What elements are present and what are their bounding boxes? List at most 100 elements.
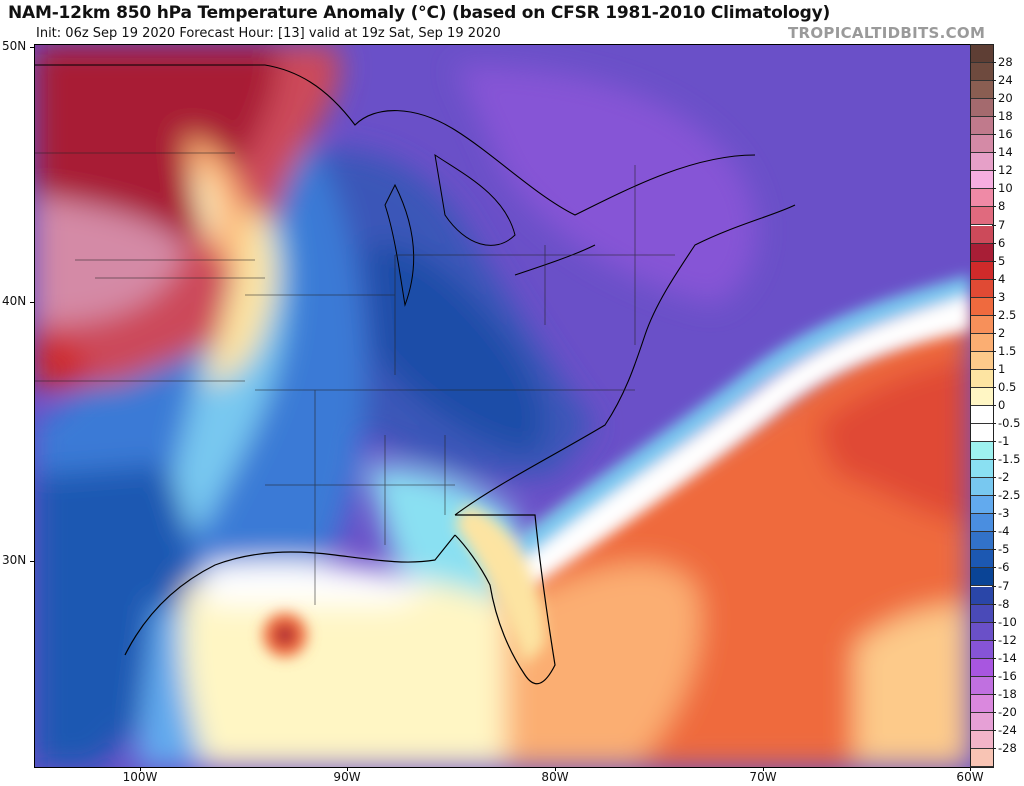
colorbar-bin [971, 333, 993, 352]
colorbar-bin [971, 730, 993, 749]
colorbar-bin [971, 261, 993, 280]
colorbar-bin [971, 279, 993, 298]
colorbar-label: 6 [998, 235, 1006, 250]
colorbar-label: -20 [998, 704, 1017, 719]
colorbar-label: -6 [998, 560, 1010, 575]
colorbar-tick [992, 98, 996, 100]
colorbar-label: 2.5 [998, 307, 1017, 322]
colorbar-label: 8 [998, 199, 1006, 214]
colorbar-label: 1 [998, 361, 1006, 376]
colorbar-label: -28 [998, 740, 1017, 755]
colorbar-bin [971, 387, 993, 406]
colorbar-bin [971, 604, 993, 623]
colorbar-label: 0 [998, 398, 1006, 412]
forecast-info: Init: 06z Sep 19 2020 Forecast Hour: [13… [36, 26, 501, 41]
colorbar-label: -14 [998, 650, 1017, 665]
colorbar-bin [971, 424, 993, 443]
colorbar-label: -24 [998, 722, 1017, 737]
lon-tick [763, 767, 764, 771]
colorbar-label: -12 [998, 632, 1017, 647]
colorbar-bin [971, 442, 993, 461]
colorbar-tick [992, 441, 996, 443]
colorbar-label: 20 [998, 91, 1013, 106]
colorbar-tick [992, 675, 996, 677]
colorbar-tick [992, 116, 996, 118]
colorbar-bin [971, 712, 993, 731]
colorbar-label: -8 [998, 596, 1010, 611]
colorbar-tick [992, 224, 996, 226]
lon-label-100w: 100W [122, 770, 158, 784]
colorbar-bin [971, 478, 993, 497]
colorbar-label: 28 [998, 55, 1013, 70]
colorbar-label: -2.5 [998, 488, 1021, 503]
colorbar-bin [971, 99, 993, 118]
colorbar-label: 2 [998, 325, 1006, 340]
lat-tick [30, 302, 35, 303]
colorbar-label: -7 [998, 578, 1010, 593]
colorbar-label: -1 [998, 434, 1010, 449]
colorbar-tick [992, 747, 996, 749]
colorbar-bin [971, 496, 993, 515]
colorbar-label: 1.5 [998, 343, 1017, 358]
colorbar-tick [992, 386, 996, 388]
colorbar-bin [971, 622, 993, 641]
colorbar-bin [971, 514, 993, 533]
colorbar-tick [992, 603, 996, 605]
lon-tick [140, 767, 141, 771]
colorbar-label: 10 [998, 181, 1013, 196]
colorbar-label: 14 [998, 145, 1013, 160]
colorbar-tick [992, 585, 996, 587]
colorbar-bin [971, 63, 993, 82]
colorbar-tick [992, 332, 996, 334]
colorbar-bin [971, 694, 993, 713]
colorbar-label: -18 [998, 686, 1017, 701]
colorbar-label: -16 [998, 668, 1017, 683]
lon-tick [970, 767, 971, 771]
colorbar-bin [971, 117, 993, 136]
colorbar-tick [992, 459, 996, 461]
colorbar-bin [971, 532, 993, 551]
colorbar-bin [971, 550, 993, 569]
colorbar-label: -10 [998, 614, 1017, 629]
colorbar-label: -2 [998, 470, 1010, 485]
colorbar-tick [992, 477, 996, 479]
colorbar-tick [992, 314, 996, 316]
colorbar-bin [971, 640, 993, 659]
colorbar-tick [992, 134, 996, 136]
colorbar-bin [971, 658, 993, 677]
colorbar-tick [992, 549, 996, 551]
colorbar-label: -3 [998, 506, 1010, 521]
lat-tick [30, 561, 35, 562]
colorbar-bin [971, 568, 993, 587]
colorbar-bin [971, 189, 993, 208]
colorbar-bin [971, 460, 993, 479]
colorbar-tick [992, 513, 996, 515]
colorbar-tick [992, 567, 996, 569]
colorbar-tick [992, 693, 996, 695]
anomaly-map [34, 44, 971, 768]
lat-label-30n: 30N [2, 553, 27, 567]
colorbar-bin [971, 207, 993, 226]
colorbar [970, 44, 994, 768]
colorbar-label: 18 [998, 109, 1013, 124]
colorbar-tick [992, 657, 996, 659]
colorbar-tick [992, 621, 996, 623]
colorbar-bin [971, 406, 993, 425]
colorbar-bin [971, 351, 993, 370]
colorbar-label: 16 [998, 127, 1013, 142]
lon-tick [347, 767, 348, 771]
chart-title: NAM-12km 850 hPa Temperature Anomaly (°C… [8, 3, 831, 23]
map-field [35, 45, 970, 767]
lon-label-60w: 60W [956, 770, 984, 784]
colorbar-tick [992, 80, 996, 82]
colorbar-bin [971, 748, 993, 767]
colorbar-label: -5 [998, 542, 1010, 557]
colorbar-tick [992, 296, 996, 298]
colorbar-label: 24 [998, 73, 1013, 88]
lat-label-40n: 40N [2, 294, 27, 308]
colorbar-label: -4 [998, 524, 1010, 539]
colorbar-tick [992, 152, 996, 154]
colorbar-bin [971, 171, 993, 190]
colorbar-bin [971, 676, 993, 695]
colorbar-label: -0.5 [998, 416, 1021, 431]
